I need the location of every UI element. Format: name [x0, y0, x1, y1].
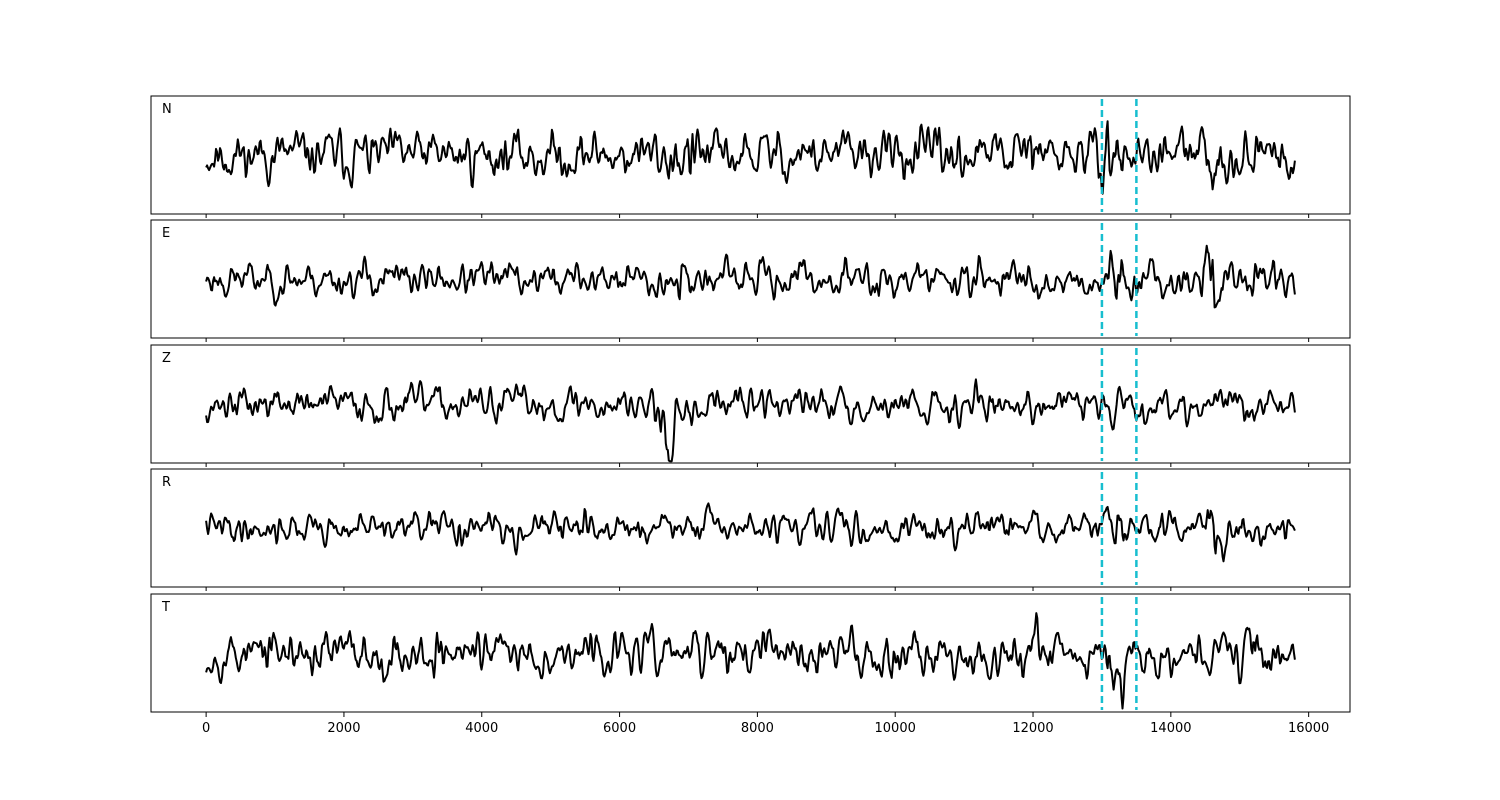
trace-E	[205, 244, 1296, 309]
x-tick-label: 10000	[875, 721, 916, 736]
panel-T: T	[150, 593, 1351, 713]
x-tick-label: 2000	[327, 721, 360, 736]
panel-frame	[150, 468, 1351, 588]
panel-frame	[150, 219, 1351, 339]
panel-Z: Z	[150, 344, 1351, 467]
trace-R	[205, 502, 1296, 563]
panel-R: R	[150, 468, 1351, 591]
panel-label: E	[162, 226, 170, 241]
trace-N	[205, 120, 1296, 195]
x-axis: 0 2000 4000 6000 8000 10000 12000 14000 16000	[202, 712, 1329, 736]
x-tick-label: 4000	[465, 721, 498, 736]
panel-E: E	[150, 219, 1351, 342]
trace-T	[205, 612, 1296, 710]
panel-label: Z	[162, 351, 171, 366]
x-tick-label: 14000	[1150, 721, 1191, 736]
panel-N: N	[150, 95, 1351, 218]
x-tick-label: 8000	[741, 721, 774, 736]
x-tick-label: 0	[202, 721, 210, 736]
panel-frame	[150, 344, 1351, 464]
waveform-panels: N E Z R T	[150, 95, 1351, 713]
x-tick-label: 6000	[603, 721, 636, 736]
trace-Z	[205, 378, 1296, 463]
panel-frame	[150, 95, 1351, 215]
x-tick-label: 16000	[1288, 721, 1329, 736]
panel-label: N	[162, 102, 172, 117]
x-tick-label: 12000	[1012, 721, 1053, 736]
panel-label: T	[161, 600, 170, 615]
panel-label: R	[162, 475, 171, 490]
panel-frame	[150, 593, 1351, 713]
